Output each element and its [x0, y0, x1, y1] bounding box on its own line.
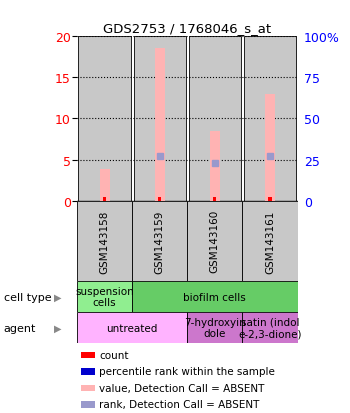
Bar — [100, 169, 110, 201]
Text: suspension
cells: suspension cells — [75, 286, 134, 308]
Text: cell type: cell type — [4, 292, 51, 302]
Bar — [77, 201, 132, 281]
Text: satin (indol
e-2,3-dione): satin (indol e-2,3-dione) — [238, 317, 302, 339]
Bar — [187, 312, 242, 343]
Text: ▶: ▶ — [54, 323, 61, 333]
Bar — [132, 281, 298, 312]
Bar — [82, 352, 95, 358]
Bar — [82, 385, 95, 391]
Bar — [77, 312, 187, 343]
Bar — [155, 49, 164, 201]
Text: agent: agent — [4, 323, 36, 333]
Bar — [189, 37, 241, 201]
Bar — [244, 37, 296, 201]
Text: ▶: ▶ — [54, 292, 61, 302]
Bar — [242, 312, 298, 343]
Bar — [242, 201, 298, 281]
Bar — [132, 201, 187, 281]
Bar — [78, 37, 131, 201]
Bar — [268, 198, 272, 201]
Bar — [187, 201, 242, 281]
Bar — [213, 198, 216, 201]
Text: GSM143160: GSM143160 — [210, 210, 220, 273]
Text: biofilm cells: biofilm cells — [183, 292, 246, 302]
Text: percentile rank within the sample: percentile rank within the sample — [99, 366, 275, 377]
Bar — [158, 198, 161, 201]
Text: GSM143159: GSM143159 — [155, 210, 165, 273]
Bar — [133, 37, 186, 201]
Bar — [210, 131, 220, 201]
Text: value, Detection Call = ABSENT: value, Detection Call = ABSENT — [99, 383, 265, 393]
Bar — [82, 401, 95, 408]
Title: GDS2753 / 1768046_s_at: GDS2753 / 1768046_s_at — [103, 21, 271, 35]
Text: 7-hydroxyin
dole: 7-hydroxyin dole — [184, 317, 246, 339]
Text: count: count — [99, 350, 128, 360]
Text: rank, Detection Call = ABSENT: rank, Detection Call = ABSENT — [99, 399, 259, 409]
Text: untreated: untreated — [106, 323, 158, 333]
Text: GSM143161: GSM143161 — [265, 210, 275, 273]
Bar — [103, 198, 106, 201]
Bar — [82, 368, 95, 375]
Bar — [265, 95, 275, 201]
Bar — [77, 281, 132, 312]
Text: GSM143158: GSM143158 — [99, 210, 110, 273]
